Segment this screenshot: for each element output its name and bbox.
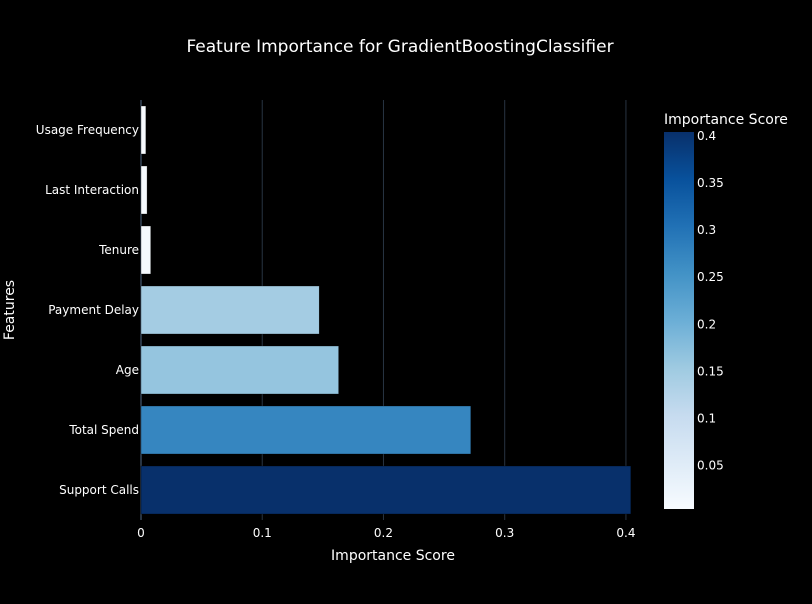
colorbar-tick-label: 0.4: [697, 129, 716, 143]
y-tick-label: Usage Frequency: [36, 123, 139, 137]
colorbar-tick-labels: 0.05 0.1 0.15 0.2 0.25 0.3 0.35 0.4: [697, 129, 724, 473]
colorbar-tick-label: 0.2: [697, 317, 716, 331]
x-tick-label: 0.3: [495, 526, 514, 540]
colorbar-tick-label: 0.1: [697, 412, 716, 426]
y-axis-tick-labels: Support Calls Total Spend Age Payment Delay…: [36, 123, 139, 497]
y-axis-label: Features: [2, 280, 18, 340]
colorbar-tick-label: 0.15: [697, 364, 724, 378]
y-tick-label: Last Interaction: [45, 183, 139, 197]
bar-total-spend: [140, 405, 472, 455]
x-tick-label: 0.4: [616, 526, 635, 540]
colorbar-tick-label: 0.35: [697, 176, 724, 190]
colorbar-tick-label: 0.3: [697, 223, 716, 237]
x-tick-label: 0.2: [374, 526, 393, 540]
colorbar-tick-label: 0.25: [697, 270, 724, 284]
y-tick-label: Total Spend: [68, 423, 139, 437]
bars: [140, 105, 632, 515]
colorbar-title: Importance Score: [664, 112, 788, 128]
bar-support-calls: [140, 465, 632, 515]
bar-tenure: [140, 225, 151, 275]
chart-title: Feature Importance for GradientBoostingC…: [186, 37, 613, 57]
bar-payment-delay: [140, 285, 320, 335]
x-tick-label: 0: [137, 526, 145, 540]
x-axis-label: Importance Score: [331, 548, 455, 564]
y-tick-label: Support Calls: [59, 483, 139, 497]
y-tick-label: Tenure: [98, 243, 139, 257]
y-tick-label: Payment Delay: [48, 303, 139, 317]
bar-usage-frequency: [140, 105, 147, 155]
y-tick-label: Age: [116, 363, 139, 377]
bar-age: [140, 345, 339, 395]
x-axis-tick-labels: 0 0.1 0.2 0.3 0.4: [137, 526, 635, 540]
bar-last-interaction: [140, 165, 148, 215]
colorbar: [664, 132, 694, 509]
x-tick-label: 0.1: [253, 526, 272, 540]
colorbar-tick-label: 0.05: [697, 459, 724, 473]
